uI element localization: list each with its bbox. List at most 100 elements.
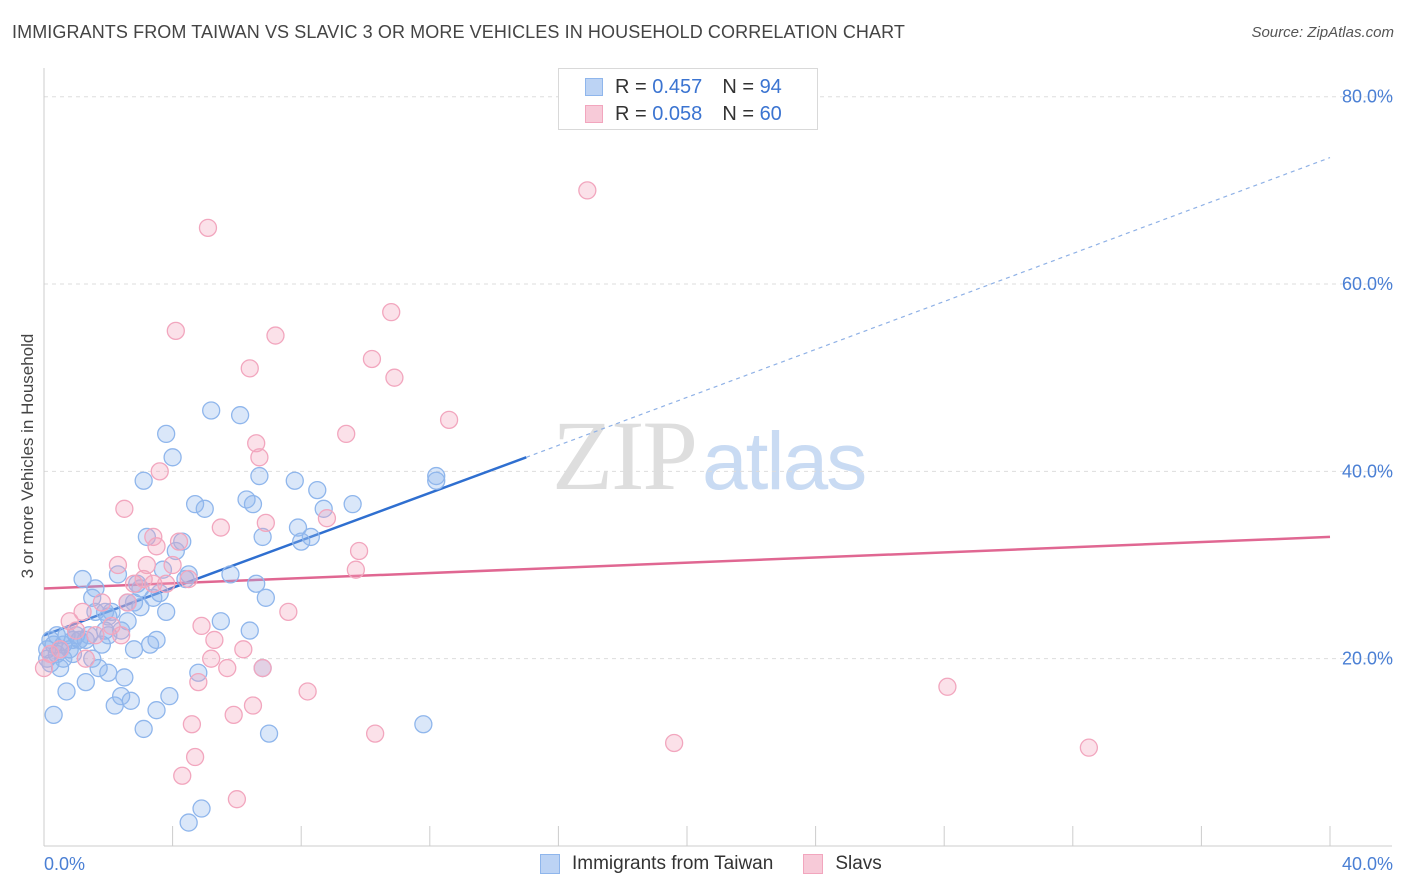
data-point-slavs <box>92 593 112 612</box>
data-point-slavs <box>279 602 298 622</box>
data-point-slavs <box>115 499 134 518</box>
data-point-taiwan <box>427 466 446 486</box>
data-point-slavs <box>349 541 369 561</box>
r-value: 0.058 <box>652 102 703 125</box>
data-point-slavs <box>198 218 218 238</box>
data-point-slavs <box>1079 738 1099 757</box>
data-point-slavs <box>385 368 404 387</box>
data-point-slavs <box>173 766 192 785</box>
trend-lines <box>43 157 1331 637</box>
data-point-slavs <box>218 658 237 678</box>
r-value: 0.457 <box>652 75 703 98</box>
stats-legend-row-slavs: R = 0.058 N = 60 <box>585 102 782 126</box>
data-point-taiwan <box>157 602 176 622</box>
data-point-slavs <box>317 509 337 528</box>
data-point-slavs <box>578 181 597 200</box>
data-point-taiwan <box>179 565 198 584</box>
tick-labels: 20.0% 40.0% 60.0% 80.0% 0.0% 40.0% <box>44 87 1393 874</box>
data-point-slavs <box>182 715 202 734</box>
axes <box>43 68 1392 847</box>
data-points <box>34 181 1099 832</box>
data-point-slavs <box>243 696 263 715</box>
data-point-slavs <box>76 649 95 668</box>
data-point-taiwan <box>185 494 205 514</box>
data-point-taiwan <box>83 649 102 668</box>
data-point-taiwan <box>76 630 95 650</box>
y-tick-label: 80.0% <box>1342 87 1393 107</box>
data-point-taiwan <box>243 494 263 514</box>
data-point-slavs <box>346 560 366 579</box>
data-point-taiwan <box>285 471 304 490</box>
data-point-taiwan <box>308 480 327 500</box>
data-point-taiwan <box>427 471 446 490</box>
data-point-taiwan <box>301 527 320 547</box>
data-point-slavs <box>227 790 247 809</box>
data-point-slavs <box>298 682 317 701</box>
data-point-taiwan <box>163 448 182 467</box>
gridlines <box>44 96 1392 660</box>
data-point-slavs <box>938 677 957 696</box>
stats-legend: R = 0.457 N = 94 R = 0.058 N = 60 <box>558 68 818 130</box>
data-point-taiwan <box>76 672 95 692</box>
y-tick-label: 60.0% <box>1342 274 1393 294</box>
data-point-taiwan <box>124 593 144 612</box>
data-point-slavs <box>179 569 198 589</box>
data-point-taiwan <box>137 527 157 547</box>
n-value: 60 <box>759 102 782 125</box>
data-point-taiwan <box>150 583 169 603</box>
data-point-taiwan <box>247 574 266 593</box>
data-point-slavs <box>189 672 208 692</box>
data-point-slavs <box>250 448 269 467</box>
data-point-slavs <box>205 630 224 650</box>
legend-item-taiwan[interactable]: Immigrants from Taiwan <box>540 853 773 875</box>
data-point-taiwan <box>124 640 144 659</box>
n-label: N = <box>722 102 754 125</box>
data-point-slavs <box>41 644 60 664</box>
data-point-taiwan <box>240 621 259 640</box>
data-point-taiwan <box>134 471 153 490</box>
data-point-slavs <box>124 574 144 593</box>
legend-label-taiwan: Immigrants from Taiwan <box>572 853 774 874</box>
data-point-taiwan <box>250 466 269 486</box>
legend-swatch-taiwan <box>585 78 603 96</box>
data-point-slavs <box>382 302 401 322</box>
data-point-taiwan <box>157 424 176 444</box>
data-point-slavs <box>134 569 153 589</box>
data-point-slavs <box>247 434 266 453</box>
data-point-taiwan <box>112 686 131 706</box>
data-point-taiwan <box>147 701 166 720</box>
data-point-slavs <box>137 555 157 575</box>
data-point-slavs <box>362 349 382 369</box>
data-point-slavs <box>266 326 285 345</box>
trend-line-slavs <box>43 535 1331 590</box>
data-point-slavs <box>169 532 189 551</box>
data-point-taiwan <box>121 691 140 710</box>
data-point-slavs <box>224 705 243 725</box>
series-legend: Immigrants from Taiwan Slavs <box>540 852 912 876</box>
data-point-slavs <box>50 640 70 659</box>
legend-label-slavs: Slavs <box>835 853 882 874</box>
source-label: Source: ZipAtlas.com <box>1251 24 1394 41</box>
data-point-slavs <box>185 747 205 767</box>
data-point-slavs <box>147 537 166 556</box>
legend-item-slavs[interactable]: Slavs <box>803 853 882 875</box>
data-point-taiwan <box>89 658 108 678</box>
data-point-taiwan <box>343 494 362 514</box>
data-point-taiwan <box>57 682 76 701</box>
watermark: ZIPatlas <box>552 398 867 513</box>
data-point-slavs <box>202 649 221 668</box>
data-point-taiwan <box>99 663 118 682</box>
data-point-slavs <box>337 424 356 444</box>
watermark-zip: ZIP <box>552 400 698 511</box>
r-label: R = <box>615 75 647 98</box>
stats-legend-row-taiwan: R = 0.457 N = 94 <box>585 75 782 99</box>
data-point-slavs <box>86 626 105 645</box>
data-point-taiwan <box>160 686 179 706</box>
data-point-slavs <box>211 518 230 537</box>
trend-line-taiwan-extension <box>526 157 1331 458</box>
data-point-taiwan <box>256 588 275 607</box>
data-point-slavs <box>118 593 137 612</box>
data-point-slavs <box>108 555 128 575</box>
data-point-taiwan <box>44 705 63 725</box>
